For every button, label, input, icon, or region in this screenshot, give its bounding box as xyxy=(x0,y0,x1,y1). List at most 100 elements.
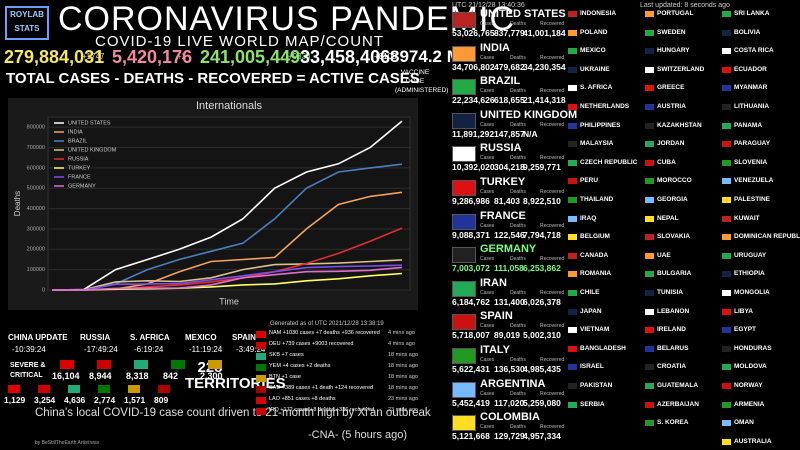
stat-value: 8974.2 M xyxy=(390,47,461,66)
small-flag xyxy=(645,364,654,371)
small-country: PORTUGAL xyxy=(657,10,694,17)
update-text: DEU +739 cases +9003 recovered xyxy=(269,341,354,347)
update-ago: 18 mins ago xyxy=(388,385,418,391)
column-label: Cases xyxy=(480,424,495,431)
country-name: FRANCE xyxy=(480,209,526,222)
country-stat: 111,058 xyxy=(494,263,524,274)
update-text: LAO +851 cases +8 deaths xyxy=(269,396,336,402)
country-stat: 21,414,318 xyxy=(523,95,566,106)
severe-value: 8,944 xyxy=(89,371,112,381)
column-label: Deaths xyxy=(510,189,526,195)
small-flag xyxy=(645,290,654,296)
small-country: CZECH REPUBLIC xyxy=(580,158,638,166)
country-stat: 7,794,718 xyxy=(523,229,561,240)
column-label: Deaths xyxy=(510,390,526,397)
small-flag xyxy=(645,159,654,166)
vaccine-label: VACCINE DOSE (ADMINISTERED) xyxy=(395,69,449,94)
small-country: HONDURAS xyxy=(734,344,772,352)
update-text: IRQ +172 cases +8 deaths +336 recovered xyxy=(269,407,375,413)
severe-value: 2,300 xyxy=(200,371,223,381)
small-country: SWITZERLAND xyxy=(657,65,705,73)
small-country: CHILE xyxy=(580,289,600,296)
column-label: Deaths xyxy=(510,88,526,95)
severe-value: 809 xyxy=(154,395,169,405)
country-stat: 4,985,435 xyxy=(523,364,561,374)
country-name: RUSSIA xyxy=(480,142,522,155)
small-country: TUNISIA xyxy=(657,289,683,296)
small-flag xyxy=(645,345,654,352)
small-country: NETHERLANDS xyxy=(580,103,630,110)
country-stat: 53,026,765 xyxy=(452,28,495,38)
news-source: -CNA- (5 hours ago) xyxy=(308,429,408,441)
country-stat: 7,003,072 xyxy=(452,263,490,274)
small-flag xyxy=(568,66,577,73)
small-country: COSTA RICA xyxy=(734,47,774,55)
small-flag xyxy=(568,364,577,371)
country-name: ARGENTINA xyxy=(480,377,546,390)
small-country: JAPAN xyxy=(580,307,602,315)
update-flag xyxy=(256,353,266,360)
update-flag xyxy=(256,331,266,338)
small-flag xyxy=(568,159,577,166)
small-flag xyxy=(568,48,577,55)
small-flag xyxy=(568,141,577,148)
small-country: MOLDOVA xyxy=(734,363,767,371)
country-stat: 5,622,431 xyxy=(452,364,490,374)
small-flag xyxy=(568,104,577,110)
country-stat: 9,259,771 xyxy=(523,162,561,173)
small-country: ECUADOR xyxy=(734,65,767,73)
country-name: SPAIN xyxy=(480,310,513,323)
country-flag xyxy=(452,381,476,398)
small-country: MONGOLIA xyxy=(734,289,770,296)
column-label: Recovered xyxy=(540,289,565,296)
update-flag xyxy=(256,408,266,415)
column-label: Deaths xyxy=(510,289,526,296)
column-label: Cases xyxy=(480,88,495,95)
clock-time: -3:49:24 xyxy=(236,345,266,354)
country-name: BRAZIL xyxy=(480,75,521,88)
small-flag xyxy=(722,159,731,166)
flag xyxy=(38,385,50,393)
clock-time: -11:19:24 xyxy=(189,345,223,354)
y-tick-label: 100000 xyxy=(27,267,45,273)
column-label: Recovered xyxy=(540,323,565,330)
y-tick-label: 0 xyxy=(42,287,45,293)
country-stat: 34,706,802 xyxy=(452,61,495,72)
small-flag xyxy=(645,327,654,334)
title: CORONAVIRUS PANDEMIC xyxy=(58,0,516,38)
small-country: INDONESIA xyxy=(580,10,617,17)
small-country: GUATEMALA xyxy=(657,382,699,389)
flag xyxy=(171,360,185,369)
small-country: HUNGARY xyxy=(657,47,690,55)
stat-delta: +9838 xyxy=(288,52,311,61)
column-label: Deaths xyxy=(510,222,526,229)
country-name: ITALY xyxy=(480,344,510,356)
update-ago: 18 mins ago xyxy=(388,363,418,369)
column-label: Deaths xyxy=(510,54,526,61)
small-country: THAILAND xyxy=(580,196,614,203)
small-country: KAZAKHSTAN xyxy=(657,121,702,129)
small-flag xyxy=(722,215,731,222)
small-country: ARMENIA xyxy=(734,400,765,408)
small-country: KUWAIT xyxy=(734,214,760,222)
country-stat: 837,779 xyxy=(494,28,525,38)
small-flag xyxy=(568,234,577,241)
column-label: Deaths xyxy=(510,256,526,263)
flag xyxy=(98,385,110,393)
small-flag xyxy=(722,401,731,408)
clock-place: S. AFRICA xyxy=(130,333,170,342)
column-label: Cases xyxy=(480,357,495,363)
small-country: IRAQ xyxy=(580,214,597,222)
update-flag xyxy=(256,397,266,404)
country-stat: 6,026,378 xyxy=(523,296,561,307)
small-flag xyxy=(568,85,577,92)
small-country: CROATIA xyxy=(657,363,687,371)
small-country: BOLIVIA xyxy=(734,28,761,36)
update-ago: 18 mins ago xyxy=(388,352,418,358)
column-label: Recovered xyxy=(540,357,565,363)
small-country: PHILIPPINES xyxy=(580,121,621,129)
severe-value: 2,774 xyxy=(94,395,116,405)
severe-value: 3,254 xyxy=(34,395,56,405)
small-country: LEBANON xyxy=(657,307,690,315)
small-country: VENEZUELA xyxy=(734,177,774,185)
